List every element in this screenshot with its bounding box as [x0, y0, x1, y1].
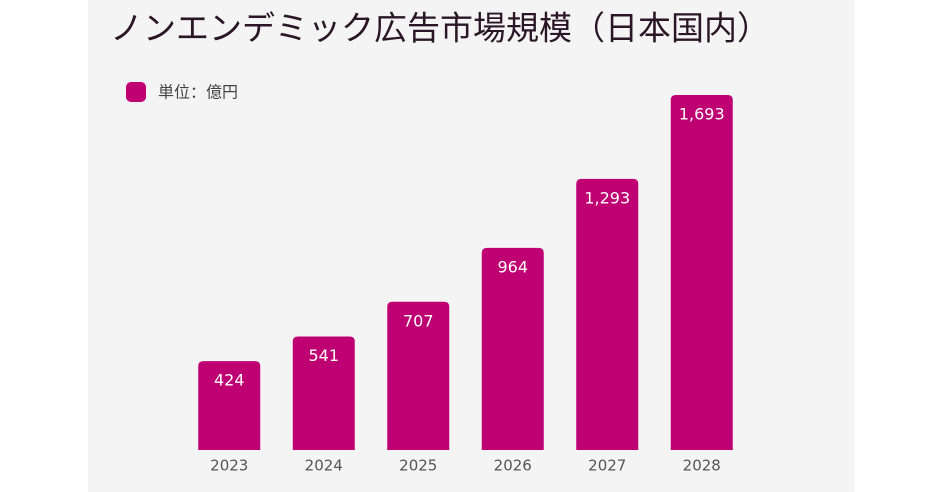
legend-swatch — [126, 82, 146, 102]
value-label: 964 — [497, 257, 528, 276]
bar — [292, 336, 355, 450]
value-label: 424 — [214, 371, 245, 390]
bar — [576, 178, 639, 451]
value-label: 541 — [308, 346, 339, 365]
bar — [198, 361, 261, 450]
chart-title: ノンエンデミック広告市場規模（日本国内） — [110, 9, 770, 48]
x-tick-label: 2027 — [588, 457, 626, 475]
x-tick-label: 2024 — [305, 457, 343, 475]
legend-label: 単位：億円 — [158, 83, 238, 102]
value-label: 1,693 — [679, 105, 725, 124]
bar — [670, 95, 733, 450]
x-tick-label: 2023 — [210, 457, 248, 475]
x-tick-label: 2028 — [683, 457, 721, 475]
x-tick-label: 2025 — [399, 457, 437, 475]
value-label: 707 — [403, 311, 434, 330]
value-label: 1,293 — [584, 188, 630, 207]
x-tick-label: 2026 — [494, 457, 532, 475]
bar — [387, 301, 450, 450]
bar — [481, 247, 544, 450]
